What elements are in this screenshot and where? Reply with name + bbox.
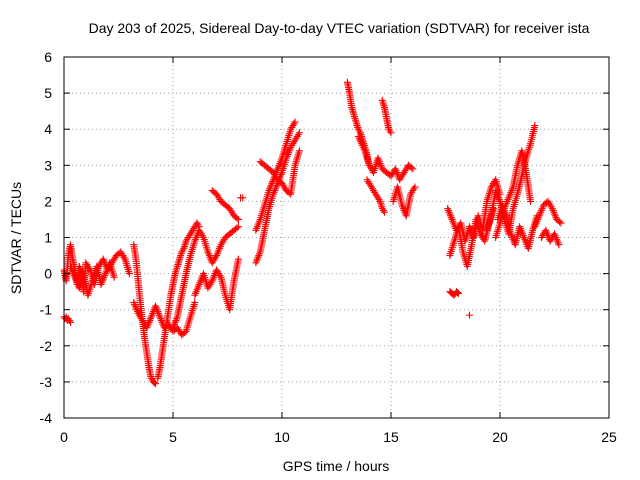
- chart-title: Day 203 of 2025, Sidereal Day-to-day VTE…: [89, 20, 590, 36]
- data-point: [531, 122, 539, 130]
- y-tick-label: -2: [40, 338, 53, 354]
- y-tick-label: 5: [44, 85, 52, 101]
- x-tick-label: 5: [169, 429, 177, 445]
- y-tick-label: -3: [40, 374, 53, 390]
- data-point: [233, 214, 241, 222]
- y-tick-label: 0: [44, 266, 52, 282]
- data-point: [387, 129, 395, 137]
- axis-ticks: 0 5 10 15 20 25 -4 -3 -2 -1 0 1 2 3 4 5 6: [40, 49, 617, 445]
- y-tick-label: -4: [40, 410, 53, 426]
- data-point: [234, 215, 242, 223]
- data-point: [234, 223, 242, 231]
- data-point: [380, 208, 388, 216]
- y-tick-label: 2: [44, 193, 52, 209]
- data-point: [191, 298, 199, 306]
- y-axis-label: SDTVAR / TECUs: [8, 182, 24, 294]
- data-point: [409, 165, 417, 173]
- x-tick-label: 20: [492, 429, 508, 445]
- data-point: [407, 164, 415, 172]
- y-tick-label: 3: [44, 157, 52, 173]
- data-point: [386, 127, 394, 135]
- data-point: [455, 289, 463, 297]
- data-point: [527, 197, 535, 205]
- y-tick-label: -1: [40, 302, 53, 318]
- data-point: [67, 318, 75, 326]
- data-point: [239, 194, 247, 202]
- data-point: [291, 118, 299, 126]
- data-point: [411, 183, 419, 191]
- y-tick-label: 4: [44, 121, 52, 137]
- data-point: [152, 380, 160, 388]
- x-axis-label: GPS time / hours: [283, 458, 390, 474]
- data-point: [110, 273, 118, 281]
- x-tick-label: 0: [60, 429, 68, 445]
- data-point: [453, 289, 461, 297]
- data-marks: [60, 78, 565, 388]
- data-point: [295, 129, 303, 137]
- data-point: [125, 270, 133, 278]
- data-point: [557, 219, 565, 227]
- x-tick-label: 10: [274, 429, 290, 445]
- y-tick-label: 1: [44, 230, 52, 246]
- x-tick-label: 25: [601, 429, 617, 445]
- data-point: [556, 218, 564, 226]
- data-point: [234, 255, 242, 263]
- grid: [64, 57, 609, 418]
- data-point: [150, 379, 158, 387]
- data-point: [233, 224, 241, 232]
- data-point: [295, 147, 303, 155]
- x-tick-label: 15: [383, 429, 399, 445]
- y-tick-label: 6: [44, 49, 52, 65]
- data-point: [465, 311, 473, 319]
- data-point: [555, 241, 563, 249]
